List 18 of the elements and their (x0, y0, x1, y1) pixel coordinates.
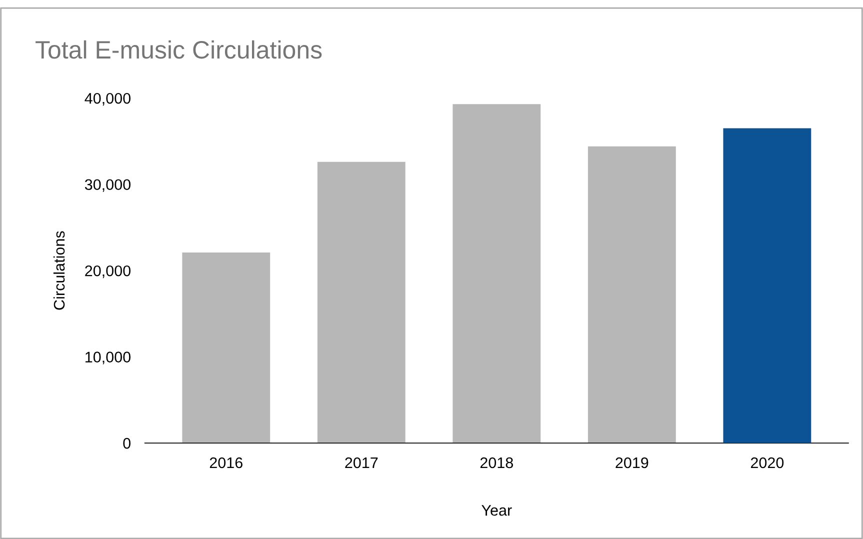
y-tick-label: 40,000 (84, 92, 130, 106)
bar (452, 104, 541, 444)
y-tick-label: 10,000 (86, 352, 130, 364)
bar (723, 128, 812, 444)
bar (317, 162, 406, 444)
x-tick-label: 2020 (750, 457, 784, 468)
bar (588, 146, 676, 444)
y-tick-label: 30,000 (84, 179, 130, 192)
y-axis-title: Circulations (53, 231, 65, 310)
y-tick-label: 0 (123, 438, 130, 449)
x-tick-label: 2019 (616, 457, 648, 468)
x-tick-label: 2016 (210, 457, 242, 468)
chart-title: Total E-music Circulations (36, 40, 322, 59)
x-tick-label: 2018 (480, 457, 513, 468)
x-tick-label: 2017 (345, 457, 378, 468)
bar (182, 252, 270, 444)
x-axis-title: Year (482, 505, 512, 516)
y-tick-label: 20,000 (85, 265, 130, 278)
